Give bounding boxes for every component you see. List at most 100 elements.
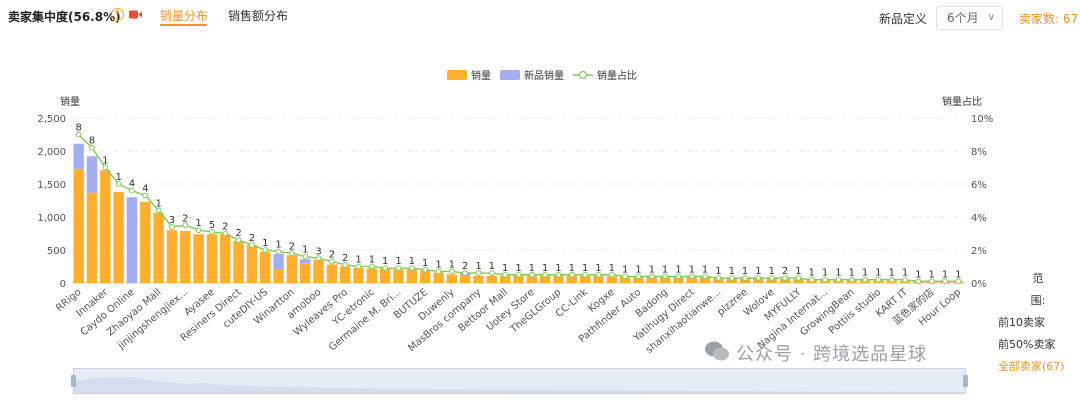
data-label: 1 [795,266,801,277]
tab-revenue-distribution[interactable]: 销售额分布 [228,9,289,23]
bar-sales [300,263,311,283]
bar-sales [433,272,444,283]
bar-sales [366,268,378,283]
video-icon[interactable] [129,10,142,19]
ratio-point [835,276,842,283]
y-tick-label: 2,000 [37,147,66,158]
data-label: 1 [622,264,628,275]
bar-new-sales [126,197,138,283]
ratio-point [115,181,122,187]
ratio-point [528,271,535,278]
ratio-point [595,271,602,278]
data-label: 1 [302,245,308,256]
data-label: 1 [649,264,655,275]
ratio-point [702,273,708,280]
slider-right-handle[interactable] [963,375,968,387]
ratio-point [302,253,309,260]
ratio-point [848,276,855,283]
legend-label-0: 销量 [471,69,491,82]
bar-sales [606,276,617,283]
ratio-point [782,275,788,281]
y-tick-label: 500 [47,246,66,257]
bar-sales [566,275,578,283]
data-label: 1 [422,258,428,269]
ratio-point [129,187,135,194]
ratio-point [942,278,948,285]
y2-tick-label: 10% [971,114,993,125]
legend-marker-ratio [578,70,588,80]
ratio-point [275,248,282,255]
tab-sales-distribution[interactable]: 销量分布 [160,9,209,23]
ratio-point [755,275,762,281]
ratio-point [289,250,295,257]
ratio-point [808,276,815,283]
ratio-point [662,273,669,280]
y2-tick-label: 4% [971,213,987,224]
bar-sales [260,251,271,283]
period-select[interactable]: 6个月 ∨ [936,6,1003,30]
range-option-all[interactable]: 全部卖家(67) [998,360,1065,373]
data-zoom-slider[interactable] [71,368,968,394]
data-label: 1 [769,266,775,277]
data-label: 1 [569,263,575,274]
data-label: 1 [928,269,934,280]
data-label: 3 [315,246,321,257]
bar-sales [686,277,697,283]
ratio-point [728,275,735,281]
ratio-point [448,268,455,275]
data-label: 1 [902,268,908,279]
bar-sales [593,275,604,283]
bar-sales [140,201,151,283]
ratio-point [742,275,748,281]
data-label: 1 [835,268,841,279]
bar-sales [420,270,431,283]
range-option-top50pct[interactable]: 前50%卖家 [998,338,1056,351]
data-label: 1 [395,256,401,267]
data-label: 2 [329,250,335,261]
data-label: 1 [369,255,375,266]
bar-sales [499,275,511,283]
data-label: 1 [195,218,201,229]
ratio-point [182,222,189,229]
ratio-point [395,265,402,272]
data-label: 2 [182,213,188,224]
ratio-point [75,131,82,138]
data-label: 2 [782,266,788,277]
data-label: 1 [862,268,868,279]
ratio-point [462,270,469,277]
bar-sales [446,274,458,283]
y-tick-label: 1,000 [37,213,66,224]
bar-sales [206,234,218,283]
help-icon[interactable]: ? [111,8,124,21]
ratio-point [915,278,922,285]
ratio-point [422,266,429,273]
seller-count: 卖家数: 67 [1019,12,1079,26]
bar-sales [793,279,804,283]
ratio-point [342,261,349,268]
data-label: 1 [875,268,881,279]
data-label: 2 [249,233,255,244]
data-label: 1 [942,269,948,280]
data-label: 1 [595,263,601,274]
ratio-point [142,192,149,199]
y2-tick-label: 8% [971,147,987,158]
slider-left-handle[interactable] [71,375,76,387]
ratio-point [155,207,162,214]
data-label: 2 [235,228,241,239]
bar-sales [273,269,284,283]
data-label: 2 [222,222,228,233]
data-label: 4 [129,179,135,190]
ratio-point [715,275,722,281]
bar-sales [619,276,631,283]
new-product-definition-label: 新品定义 [879,12,928,26]
ratio-point [235,237,242,244]
bar-sales [353,267,364,283]
data-label: 1 [475,261,481,272]
bar-sales [166,230,178,283]
ratio-point [89,144,95,151]
range-option-top10[interactable]: 前10卖家 [998,316,1045,329]
data-label: 1 [435,259,441,270]
legend-swatch-1 [500,70,520,80]
bar-sales [526,275,538,283]
data-label: 1 [729,266,735,277]
